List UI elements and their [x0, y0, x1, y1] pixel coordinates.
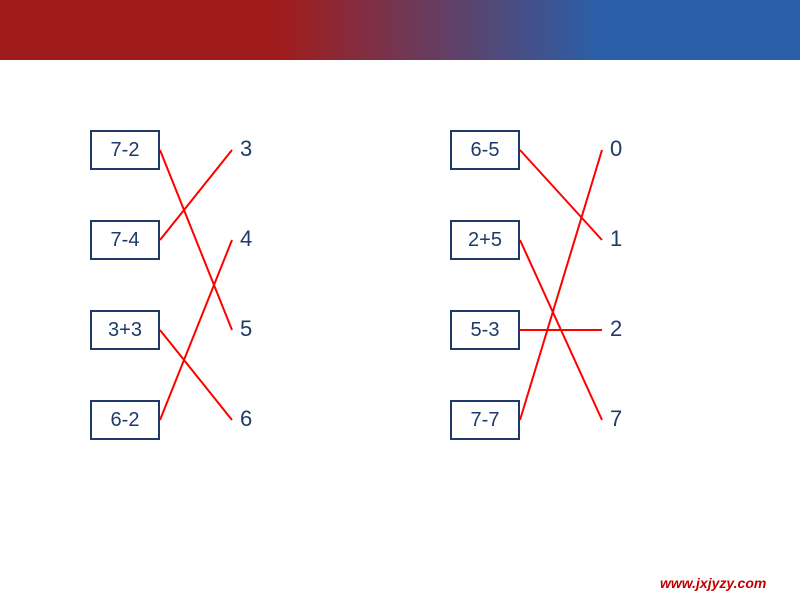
expression-box: 7-2 — [90, 130, 160, 170]
expression-box: 5-3 — [450, 310, 520, 350]
expression-box: 3+3 — [90, 310, 160, 350]
expression-box: 7-4 — [90, 220, 160, 260]
answer-number: 1 — [610, 226, 622, 252]
expression-text: 6-2 — [111, 409, 140, 432]
answer-number: 7 — [610, 406, 622, 432]
answer-number: 0 — [610, 136, 622, 162]
match-line — [520, 150, 602, 420]
footer-link: www.jxjyzy.com — [660, 575, 766, 591]
match-line — [160, 240, 232, 420]
answer-number: 4 — [240, 226, 252, 252]
expression-text: 7-7 — [471, 409, 500, 432]
answer-number: 2 — [610, 316, 622, 342]
expression-text: 3+3 — [108, 319, 142, 342]
answer-number: 5 — [240, 316, 252, 342]
header-gradient-bar — [0, 0, 800, 60]
match-line — [520, 150, 602, 240]
answer-number: 6 — [240, 406, 252, 432]
expression-text: 7-4 — [111, 229, 140, 252]
expression-text: 6-5 — [471, 139, 500, 162]
answer-number: 3 — [240, 136, 252, 162]
expression-box: 2+5 — [450, 220, 520, 260]
expression-text: 2+5 — [468, 229, 502, 252]
match-line — [160, 150, 232, 240]
expression-text: 5-3 — [471, 319, 500, 342]
expression-box: 6-2 — [90, 400, 160, 440]
expression-box: 6-5 — [450, 130, 520, 170]
connection-lines-layer — [0, 0, 800, 600]
match-line — [160, 330, 232, 420]
expression-text: 7-2 — [111, 139, 140, 162]
match-line — [520, 240, 602, 420]
expression-box: 7-7 — [450, 400, 520, 440]
match-line — [160, 150, 232, 330]
